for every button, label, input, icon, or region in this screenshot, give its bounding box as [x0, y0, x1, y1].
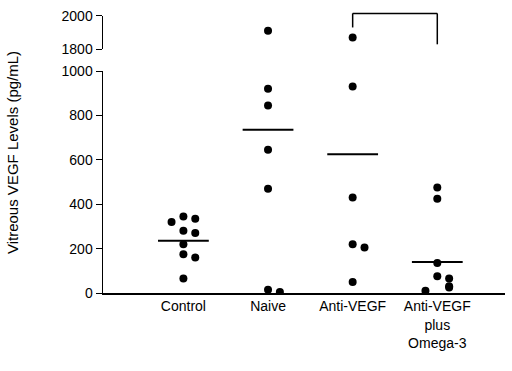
svg-text:1800: 1800 [62, 41, 93, 57]
svg-text:1000: 1000 [62, 63, 93, 79]
svg-text:400: 400 [69, 196, 93, 212]
svg-text:Anti-VEGF: Anti-VEGF [319, 298, 386, 314]
svg-text:Control: Control [161, 298, 206, 314]
svg-text:800: 800 [69, 107, 93, 123]
svg-text:Anti-VEGFplusOmega-3: Anti-VEGFplusOmega-3 [404, 298, 471, 350]
svg-text:Vitreous VEGF Levels (pg/mL): Vitreous VEGF Levels (pg/mL) [4, 51, 21, 254]
svg-text:Naive: Naive [250, 298, 286, 314]
svg-text:0: 0 [85, 285, 93, 301]
svg-text:2000: 2000 [62, 8, 93, 24]
svg-text:200: 200 [69, 241, 93, 257]
svg-text:600: 600 [69, 152, 93, 168]
